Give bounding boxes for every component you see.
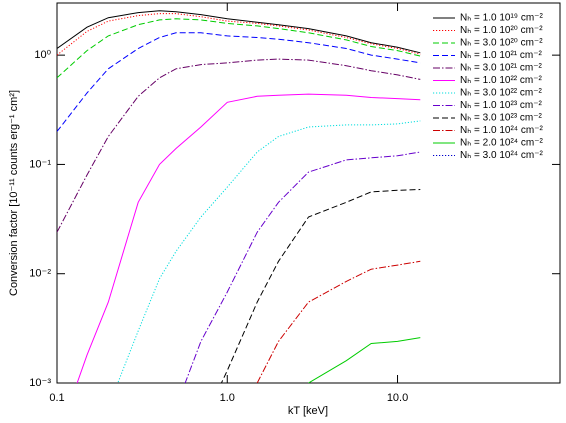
legend-label: Nₕ = 3.0 10²³ cm⁻²: [460, 113, 543, 124]
x-tick-label: 10.0: [387, 392, 408, 404]
legend-label: Nₕ = 1.0 10²² cm⁻²: [460, 75, 543, 86]
legend-label: Nₕ = 1.0 10²⁴ cm⁻²: [460, 125, 543, 136]
series-line: [57, 18, 421, 79]
series-line: [256, 260, 421, 383]
y-tick-label: 10⁻¹: [29, 158, 51, 170]
legend-label: Nₕ = 3.0 10²² cm⁻²: [460, 88, 543, 99]
x-axis-label: kT [keV]: [288, 405, 328, 417]
plot-lines: [57, 10, 421, 383]
series-line: [57, 58, 421, 233]
series-line: [57, 10, 421, 54]
series-line: [117, 120, 421, 383]
y-tick-label: 10⁻³: [29, 377, 51, 389]
y-tick-label: 10⁰: [34, 49, 51, 61]
series-line: [220, 189, 421, 383]
legend-label: Nₕ = 1.0 10²⁰ cm⁻²: [460, 25, 543, 36]
series-line: [57, 13, 421, 56]
series-line: [308, 337, 421, 383]
x-tick-label: 1.0: [220, 392, 235, 404]
series-line: [57, 32, 421, 132]
legend-label: Nₕ = 2.0 10²⁴ cm⁻²: [460, 138, 543, 149]
legend-label: Nₕ = 3.0 10²⁴ cm⁻²: [460, 150, 543, 161]
y-tick-label: 10⁻²: [29, 268, 51, 280]
series-line: [76, 93, 421, 383]
legend-label: Nₕ = 3.0 10²¹ cm⁻²: [460, 63, 543, 74]
x-tick-label: 0.1: [49, 392, 64, 404]
legend-label: Nₕ = 1.0 10¹⁹ cm⁻²: [460, 13, 543, 24]
series-line: [184, 151, 421, 383]
y-axis-label: Conversion factor [10⁻¹¹ counts erg⁻¹ cm…: [8, 90, 20, 296]
legend-label: Nₕ = 1.0 10²¹ cm⁻²: [460, 50, 543, 61]
legend-label: Nₕ = 3.0 10²⁰ cm⁻²: [460, 38, 543, 49]
legend-label: Nₕ = 1.0 10²³ cm⁻²: [460, 100, 543, 111]
